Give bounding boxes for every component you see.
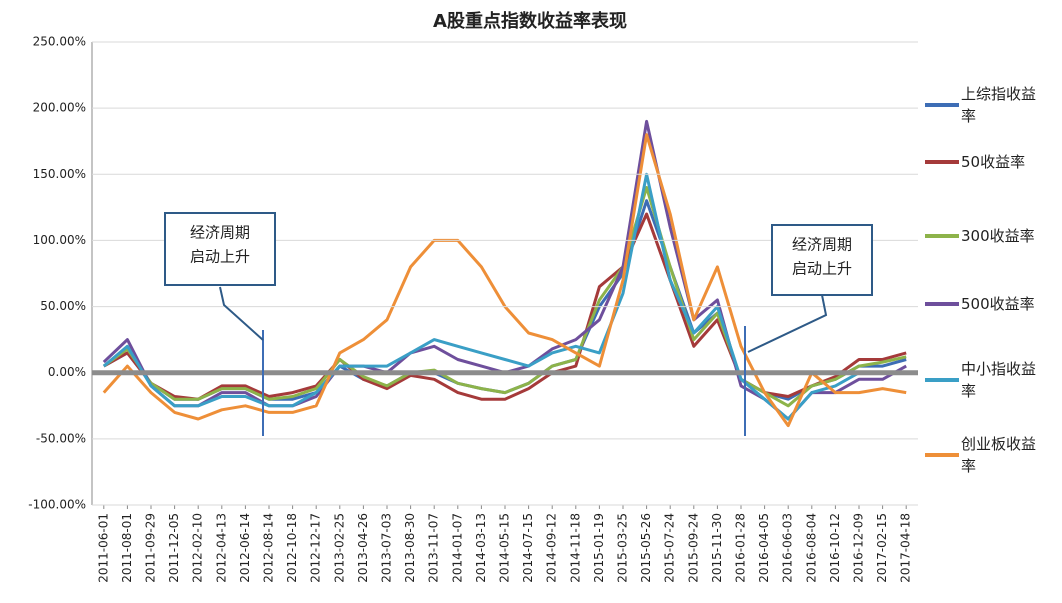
y-tick-label: -50.00% [36,431,86,445]
x-tick-label: 2014-11-18 [568,513,582,583]
series-line [103,212,907,401]
legend-swatch [925,103,959,107]
legend-item: 50收益率 [925,151,1041,173]
x-tick-label: 2016-04-05 [757,513,771,583]
legend-item: 中小指收益率 [925,358,1041,402]
x-tick-label: 2013-11-07 [427,513,441,583]
x-tick-label: 2015-09-24 [686,513,700,583]
x-tick-label: 2015-03-25 [616,513,630,583]
x-tick-label: 2012-08-14 [262,513,276,583]
callout-pointer [219,286,264,341]
y-tick-label: 250.00% [33,35,86,49]
legend-item: 300收益率 [925,225,1041,247]
legend-swatch [925,160,959,164]
legend-item: 上综指收益率 [925,83,1041,127]
x-tick-label: 2011-06-01 [96,513,110,583]
x-tick-label: 2017-02-15 [875,513,889,583]
x-tick-label: 2016-01-28 [734,513,748,583]
legend-item: 500收益率 [925,293,1041,315]
callout-pointer [747,294,828,353]
x-tick-label: 2013-08-30 [403,513,417,583]
y-tick-label: 50.00% [40,299,86,313]
y-tick-label: 0.00% [48,365,86,379]
legend-label: 500收益率 [961,295,1035,313]
x-tick-label: 2012-10-18 [285,513,299,583]
legend-label: 50收益率 [961,153,1026,171]
y-tick-label: 200.00% [33,101,86,115]
x-tick-label: 2014-01-07 [450,513,464,583]
x-tick-label: 2011-09-29 [144,513,158,583]
x-tick-label: 2012-02-10 [191,513,205,583]
y-tick-label: -100.00% [28,498,86,512]
legend-label: 创业板收益率 [961,435,1037,475]
legend-label: 300收益率 [961,227,1035,245]
x-tick-label: 2015-01-19 [592,513,606,583]
annotation: 经济周期 [792,236,852,254]
x-tick-label: 2014-09-12 [545,513,559,583]
x-tick-label: 2011-08-01 [120,513,134,583]
annotation: 启动上升 [792,260,852,278]
legend-item: 创业板收益率 [925,433,1041,477]
callout-box [164,212,276,286]
legend-swatch [925,302,959,306]
x-tick-label: 2017-04-18 [899,513,913,583]
x-tick-label: 2011-12-05 [167,513,181,583]
legend: 上综指收益率 50收益率 300收益率 500收益率中小指收益率 创业板收益率 [925,0,1060,603]
x-tick-label: 2014-03-13 [474,513,488,583]
series-line [102,186,907,408]
x-tick-label: 2016-10-12 [828,513,842,583]
legend-swatch [925,234,959,238]
callout-box [771,224,873,296]
x-tick-label: 2016-08-04 [804,513,818,583]
x-tick-label: 2012-04-13 [214,513,228,583]
x-tick-label: 2013-07-03 [380,513,394,583]
annotation: 经济周期 [190,224,250,242]
x-tick-label: 2015-11-30 [710,513,724,583]
series-line [102,172,907,421]
x-tick-label: 2016-06-03 [781,513,795,583]
annotation: 启动上升 [190,248,250,266]
legend-swatch [925,378,959,382]
legend-label: 上综指收益率 [961,85,1037,125]
y-tick-label: 150.00% [33,167,86,181]
x-tick-label: 2012-06-14 [238,513,252,583]
legend-swatch [925,453,959,457]
x-tick-label: 2014-05-15 [498,513,512,583]
y-tick-label: 100.00% [33,233,86,247]
x-tick-label: 2015-07-24 [663,513,677,583]
x-tick-label: 2013-02-25 [332,513,346,583]
x-tick-label: 2015-05-26 [639,513,653,583]
x-tick-label: 2012-12-17 [309,513,323,583]
x-tick-label: 2016-12-09 [852,513,866,583]
x-tick-label: 2014-07-15 [521,513,535,583]
x-tick-label: 2013-04-26 [356,513,370,583]
legend-label: 中小指收益率 [961,360,1037,400]
chart-title: A股重点指数收益率表现 [433,10,627,32]
